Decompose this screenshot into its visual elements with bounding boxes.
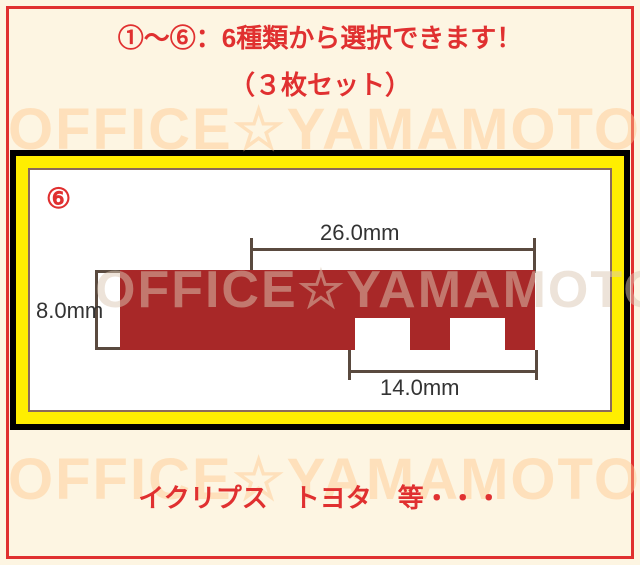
dim-tick — [533, 238, 536, 273]
dim-top-label: 26.0mm — [320, 220, 399, 246]
dim-tick — [95, 347, 120, 350]
header-line2: （３枚セット） — [0, 65, 640, 102]
cutout — [355, 318, 410, 373]
dim-tick — [250, 238, 253, 273]
dim-line — [348, 370, 538, 373]
footer-text: イクリプス トヨタ 等・・・ — [0, 478, 640, 515]
dim-left-label: 8.0mm — [36, 298, 103, 324]
diagram-panel: ⑥ 26.0mm 8.0mm 14.0mm — [28, 168, 612, 412]
dimension-diagram: 26.0mm 8.0mm 14.0mm — [120, 230, 550, 390]
yellow-band: ⑥ 26.0mm 8.0mm 14.0mm — [10, 150, 630, 430]
dim-bottom-label: 14.0mm — [380, 375, 459, 401]
header-line1: ①〜⑥：6種類から選択できます！ — [0, 18, 640, 55]
dim-tick — [95, 270, 120, 273]
part-shape — [120, 270, 535, 350]
dim-line — [250, 248, 535, 251]
header-block: ①〜⑥：6種類から選択できます！ （３枚セット） — [0, 18, 640, 102]
item-number: ⑥ — [46, 182, 71, 215]
cutout — [450, 318, 505, 373]
dim-tick — [535, 350, 538, 380]
dim-tick — [348, 350, 351, 380]
